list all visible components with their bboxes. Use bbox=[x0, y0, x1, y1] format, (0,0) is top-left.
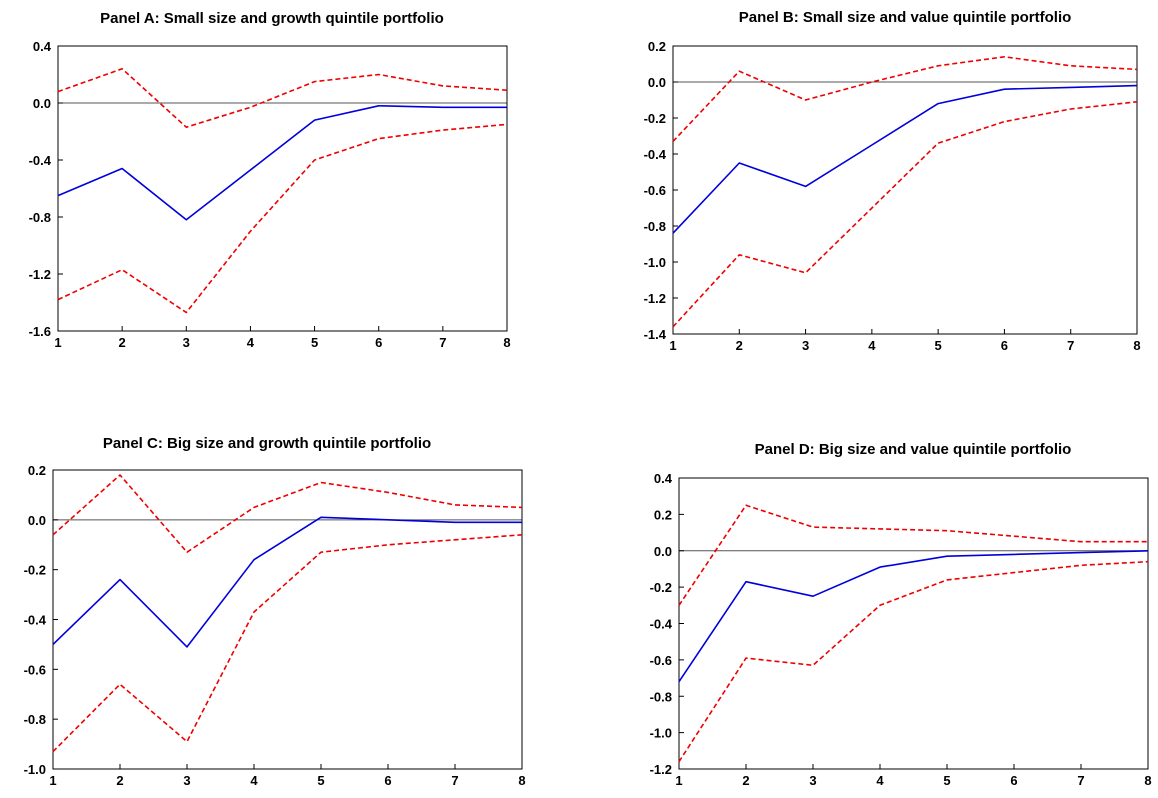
panel-c-title: Panel C: Big size and growth quintile po… bbox=[103, 435, 431, 452]
panel-a-lower-band bbox=[57, 123, 508, 314]
panel-d-x-tick-label: 4 bbox=[876, 773, 884, 788]
panel-b-y-tick-label: 0.2 bbox=[648, 39, 666, 54]
panel-c-response-line bbox=[52, 516, 522, 648]
panel-c-x-tick-label: 1 bbox=[49, 773, 56, 788]
panel-a-y-tick-label: -0.8 bbox=[29, 210, 51, 225]
panel-a-x-tick-label: 2 bbox=[119, 335, 126, 350]
panel-c-y-tick-label: 0.0 bbox=[28, 513, 46, 528]
panel-a-title: Panel A: Small size and growth quintile … bbox=[100, 10, 444, 27]
panel-c-frame bbox=[52, 469, 523, 770]
panel-d-x-tick-label: 5 bbox=[943, 773, 950, 788]
panel-c-lower-band bbox=[52, 534, 523, 753]
panel-d-title: Panel D: Big size and value quintile por… bbox=[755, 441, 1072, 458]
panel-d-upper-band bbox=[678, 504, 1148, 606]
panel-a-x-tick-label: 1 bbox=[54, 335, 61, 350]
panel-b-y-tick-label: -0.4 bbox=[644, 147, 667, 162]
panel-d-y-tick-label: -0.4 bbox=[650, 617, 673, 632]
panel-a-frame bbox=[57, 45, 508, 332]
panel-a-x-tick-label: 8 bbox=[503, 335, 510, 350]
panel-d: Panel D: Big size and value quintile por… bbox=[650, 441, 1152, 788]
panel-b-y-tick-label: -1.2 bbox=[644, 291, 666, 306]
panel-d-y-tick-label: 0.2 bbox=[654, 507, 672, 522]
panel-a-y-tick-label: -1.6 bbox=[29, 324, 51, 339]
panel-b-upper-band bbox=[672, 55, 1138, 142]
panel-a-y-tick-label: 0.0 bbox=[33, 96, 51, 111]
panel-d-y-tick-label: -1.0 bbox=[650, 726, 672, 741]
panel-b-x-tick-label: 1 bbox=[669, 338, 676, 353]
panel-d-response-line bbox=[678, 550, 1149, 683]
panel-d-x-tick-label: 2 bbox=[742, 773, 749, 788]
panel-c-x-tick-label: 2 bbox=[116, 773, 123, 788]
panel-b-x-tick-label: 2 bbox=[736, 338, 743, 353]
panel-a-y-tick-label: 0.4 bbox=[33, 39, 52, 54]
panel-b-title: Panel B: Small size and value quintile p… bbox=[739, 9, 1072, 26]
panel-c-y-tick-label: -0.8 bbox=[24, 712, 46, 727]
panel-c-y-tick-label: 0.2 bbox=[28, 463, 46, 478]
panel-b-x-tick-label: 7 bbox=[1067, 338, 1074, 353]
panel-c-y-tick-label: -0.2 bbox=[24, 563, 46, 578]
panel-b-lower-band bbox=[672, 101, 1138, 328]
panel-a-x-tick-label: 5 bbox=[311, 335, 318, 350]
panel-c-x-tick-label: 8 bbox=[518, 773, 525, 788]
panel-c-x-tick-label: 5 bbox=[317, 773, 324, 788]
panel-c-x-tick-label: 4 bbox=[250, 773, 258, 788]
panel-b-y-tick-label: -1.4 bbox=[644, 327, 667, 342]
panel-d-y-tick-label: -1.2 bbox=[650, 762, 672, 777]
panel-d-lower-band bbox=[678, 560, 1149, 763]
panel-d-x-tick-label: 1 bbox=[675, 773, 682, 788]
panel-b-y-tick-label: -0.6 bbox=[644, 183, 666, 198]
panel-d-x-tick-label: 3 bbox=[809, 773, 816, 788]
panel-a-x-tick-label: 7 bbox=[439, 335, 446, 350]
panel-a-y-tick-label: -1.2 bbox=[29, 267, 51, 282]
panel-d-y-tick-label: -0.8 bbox=[650, 689, 672, 704]
panel-d-y-tick-label: 0.0 bbox=[654, 544, 672, 559]
panel-d-x-tick-label: 8 bbox=[1144, 773, 1151, 788]
panel-c: Panel C: Big size and growth quintile po… bbox=[24, 435, 526, 788]
panel-b-frame bbox=[672, 45, 1138, 335]
panel-d-x-tick-label: 7 bbox=[1077, 773, 1084, 788]
panel-c-x-tick-label: 7 bbox=[451, 773, 458, 788]
panel-d-y-tick-label: -0.6 bbox=[650, 653, 672, 668]
panel-b-x-tick-label: 3 bbox=[802, 338, 809, 353]
panel-c-y-tick-label: -1.0 bbox=[24, 762, 46, 777]
panel-c-upper-band bbox=[52, 474, 523, 554]
panel-b-x-tick-label: 8 bbox=[1133, 338, 1140, 353]
panel-d-y-tick-label: 0.4 bbox=[654, 471, 673, 486]
panel-b-y-tick-label: -1.0 bbox=[644, 255, 666, 270]
panel-a: Panel A: Small size and growth quintile … bbox=[29, 10, 511, 350]
panel-a-x-tick-label: 3 bbox=[183, 335, 190, 350]
panel-a-upper-band bbox=[57, 68, 508, 128]
panel-a-y-tick-label: -0.4 bbox=[29, 153, 52, 168]
panel-b-y-tick-label: -0.8 bbox=[644, 219, 666, 234]
panel-b-x-tick-label: 5 bbox=[935, 338, 942, 353]
panel-b-y-tick-label: -0.2 bbox=[644, 111, 666, 126]
panel-d-x-tick-label: 6 bbox=[1010, 773, 1017, 788]
panel-d-frame bbox=[678, 477, 1149, 770]
panel-a-response-line bbox=[57, 105, 507, 221]
panel-b-x-tick-label: 4 bbox=[868, 338, 876, 353]
panel-a-x-tick-label: 6 bbox=[375, 335, 382, 350]
panel-d-y-tick-label: -0.2 bbox=[650, 580, 672, 595]
panel-b: Panel B: Small size and value quintile p… bbox=[644, 9, 1141, 353]
panel-c-x-tick-label: 3 bbox=[183, 773, 190, 788]
panel-a-x-tick-label: 4 bbox=[247, 335, 255, 350]
panel-c-y-tick-label: -0.4 bbox=[24, 613, 47, 628]
panel-c-x-tick-label: 6 bbox=[384, 773, 391, 788]
panel-b-response-line bbox=[672, 84, 1138, 234]
panel-b-y-tick-label: 0.0 bbox=[648, 75, 666, 90]
panel-c-y-tick-label: -0.6 bbox=[24, 662, 46, 677]
panel-b-x-tick-label: 6 bbox=[1001, 338, 1008, 353]
